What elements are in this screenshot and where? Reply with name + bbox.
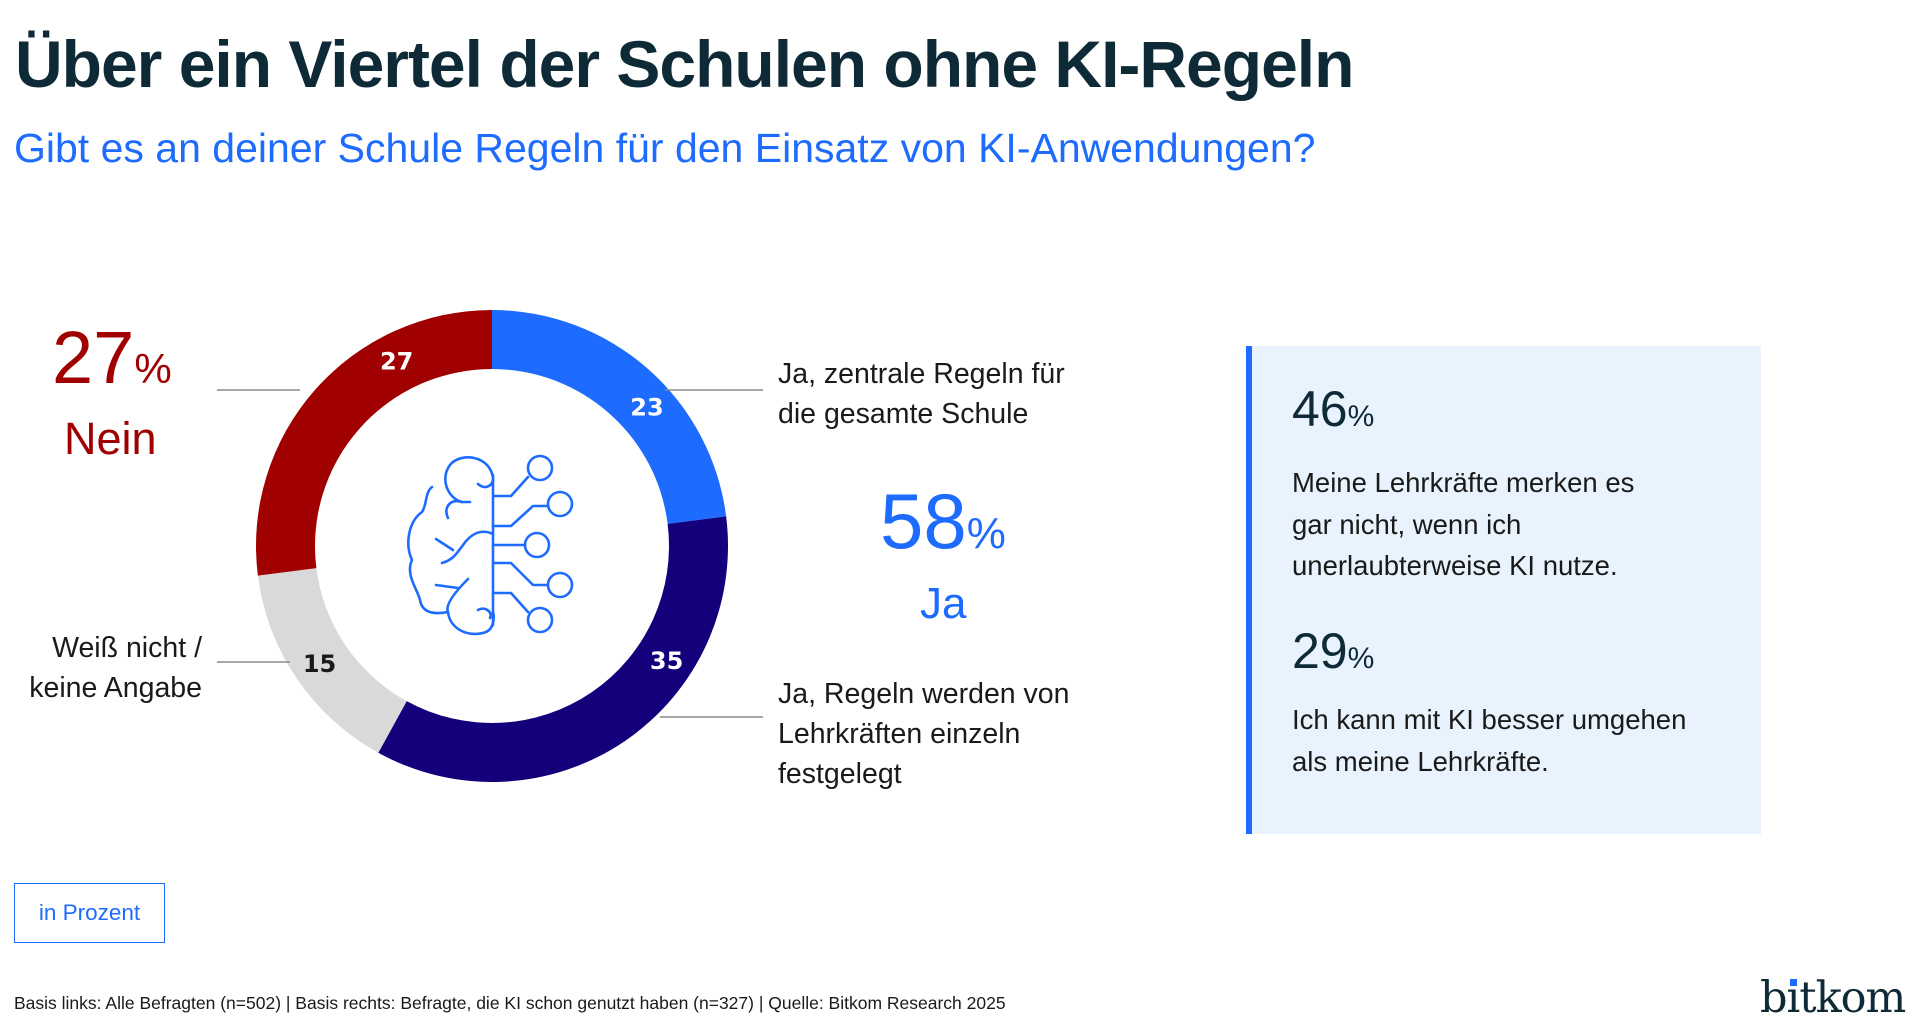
legend-label-ja-lehrkraefte: Ja, Regeln werden von Lehrkräften einzel… — [778, 674, 1070, 794]
percent-sign: % — [1347, 642, 1375, 675]
bitkom-logo: bıtkom — [1760, 970, 1906, 1026]
nein-total-value: 27 — [52, 316, 135, 399]
panel-text-line: Meine Lehrkräfte merken es — [1292, 467, 1635, 498]
page-subtitle: Gibt es an deiner Schule Regeln für den … — [14, 125, 1316, 171]
stat-number: 46 — [1292, 381, 1348, 437]
unit-label-box: in Prozent — [14, 883, 165, 943]
legend-label-line: Lehrkräften einzeln — [778, 718, 1021, 750]
page-title: Über ein Viertel der Schulen ohne KI-Reg… — [15, 27, 1354, 101]
panel-text-line: als meine Lehrkräfte. — [1292, 745, 1549, 777]
legend-label-line: keine Angabe — [29, 672, 202, 704]
donut-slice-ja_zentral — [492, 310, 727, 524]
panel-stat-value: 29% — [1292, 623, 1374, 687]
legend-label-weiss-nicht: Weiß nicht / keine Angabe — [29, 628, 202, 708]
ja-total-percent: 58% — [880, 478, 1006, 577]
legend-label-line: die gesamte Schule — [778, 398, 1029, 430]
source-footnote: Basis links: Alle Befragten (n=502) | Ba… — [14, 993, 1006, 1013]
logo-text: b — [1760, 973, 1788, 1023]
ja-total-value: 58 — [880, 477, 967, 565]
logo-dotted-i: ı — [1786, 970, 1801, 1026]
brain-circuit-icon — [407, 454, 574, 636]
donut-slice-nein — [256, 310, 492, 576]
percent-sign: % — [966, 509, 1006, 558]
nein-total-label: Nein — [64, 413, 157, 464]
ja-total-label: Ja — [920, 579, 967, 628]
panel-text-line: Ich kann mit KI besser umgehen — [1292, 704, 1687, 735]
donut-slice-weiss_nicht — [257, 568, 407, 753]
nein-total-percent: 27% — [52, 318, 172, 409]
legend-label-line: festgelegt — [778, 758, 902, 790]
legend-label-line: Weiß nicht / — [52, 632, 202, 664]
logo-text: ı — [1786, 973, 1801, 1023]
panel-text-line: unerlaubterweise KI nutze. — [1292, 550, 1618, 581]
percent-sign: % — [134, 345, 172, 392]
stat-number: 29 — [1292, 623, 1348, 679]
panel-stat-value: 46% — [1292, 381, 1374, 445]
logo-text: tkom — [1799, 973, 1906, 1023]
donut-value-label-ja_zentral: 23 — [630, 394, 663, 422]
unit-label: in Prozent — [38, 900, 141, 925]
panel-stat-text: Meine Lehrkräfte merken es gar nicht, we… — [1292, 462, 1732, 587]
donut-value-label-ja_lehrkraefte: 35 — [650, 647, 683, 675]
donut-value-label-nein: 27 — [380, 348, 413, 376]
legend-label-ja-zentral: Ja, zentrale Regeln für die gesamte Schu… — [778, 354, 1065, 434]
percent-sign: % — [1347, 400, 1375, 433]
info-panel: 46% Meine Lehrkräfte merken es gar nicht… — [1246, 346, 1761, 834]
panel-stat-text: Ich kann mit KI besser umgehen als meine… — [1292, 699, 1752, 782]
panel-text-line: gar nicht, wenn ich — [1292, 508, 1522, 540]
legend-label-line: Ja, zentrale Regeln für — [778, 358, 1065, 390]
legend-label-line: Ja, Regeln werden von — [778, 678, 1070, 710]
donut-slice-ja_lehrkraefte — [378, 516, 728, 782]
donut-value-label-weiss_nicht: 15 — [303, 650, 336, 678]
